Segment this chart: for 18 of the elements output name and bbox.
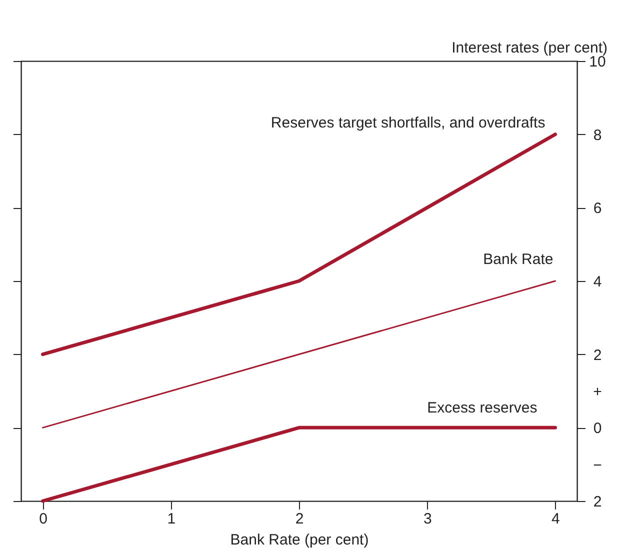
y-tick-label: 8 xyxy=(593,126,602,144)
y-tick-label: − xyxy=(593,456,602,474)
y-tick-label: 4 xyxy=(593,274,602,290)
y-tick-label: 6 xyxy=(593,200,602,218)
x-tick-label: 0 xyxy=(39,510,48,528)
x-tick-label: 4 xyxy=(552,510,560,528)
y-tick-label: + xyxy=(593,384,602,400)
x-tick-label: 3 xyxy=(423,510,432,528)
x-tick-label: 1 xyxy=(167,510,176,528)
y-tick-label: 2 xyxy=(593,494,602,510)
series-label: Reserves target shortfalls, and overdrafts xyxy=(270,114,546,132)
y-tick-label: 2 xyxy=(593,346,602,364)
y-axis-title: Interest rates (per cent) xyxy=(452,40,608,56)
x-tick-label: 2 xyxy=(295,510,304,528)
series-label: Bank Rate xyxy=(483,251,554,268)
y-tick-label: 0 xyxy=(593,420,602,438)
x-axis-title: Bank Rate (per cent) xyxy=(230,532,369,548)
series-label: Excess reserves xyxy=(427,400,538,417)
